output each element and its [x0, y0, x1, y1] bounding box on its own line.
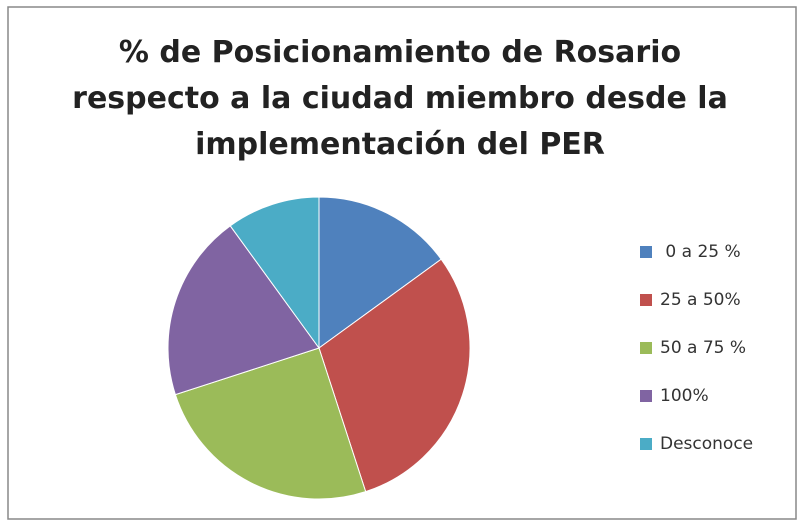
legend-swatch [640, 390, 652, 402]
legend-swatch [640, 294, 652, 306]
legend-label: 25 a 50% [660, 290, 741, 310]
chart-title: implementación del PER [195, 127, 605, 162]
legend-swatch [640, 246, 652, 258]
pie-slice [229, 196, 320, 350]
legend-swatch [640, 342, 652, 354]
pie-slice [318, 258, 471, 493]
legend-label: 50 a 75 % [660, 338, 746, 358]
chart-title: respecto a la ciudad miembro desde la [72, 81, 728, 116]
legend-label: 100% [660, 386, 709, 406]
chart-title: % de Posicionamiento de Rosario [119, 35, 681, 70]
pie-slice [167, 225, 320, 396]
pie-slice [318, 196, 442, 349]
legend-label: 0 a 25 % [660, 242, 741, 262]
legend-swatch [640, 438, 652, 450]
legend-label: Desconoce [660, 434, 753, 454]
pie-slice [174, 347, 367, 500]
